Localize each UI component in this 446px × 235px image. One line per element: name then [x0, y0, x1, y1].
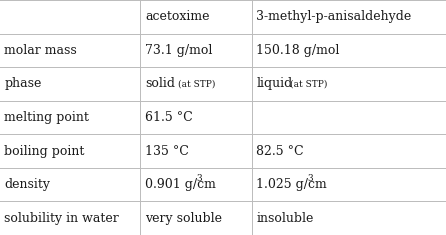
Text: (at STP): (at STP) — [290, 79, 327, 88]
Text: 3: 3 — [308, 174, 314, 183]
Text: molar mass: molar mass — [4, 44, 77, 57]
Text: 0.901 g/cm: 0.901 g/cm — [145, 178, 216, 191]
Text: 3: 3 — [196, 174, 202, 183]
Text: acetoxime: acetoxime — [145, 10, 210, 23]
Text: solubility in water: solubility in water — [4, 212, 119, 225]
Text: boiling point: boiling point — [4, 145, 85, 158]
Text: (at STP): (at STP) — [178, 79, 216, 88]
Text: phase: phase — [4, 77, 42, 90]
Text: 150.18 g/mol: 150.18 g/mol — [256, 44, 340, 57]
Text: 73.1 g/mol: 73.1 g/mol — [145, 44, 212, 57]
Text: 3-methyl-p-anisaldehyde: 3-methyl-p-anisaldehyde — [256, 10, 412, 23]
Text: density: density — [4, 178, 50, 191]
Text: solid: solid — [145, 77, 175, 90]
Text: liquid: liquid — [256, 77, 293, 90]
Text: insoluble: insoluble — [256, 212, 314, 225]
Text: 61.5 °C: 61.5 °C — [145, 111, 193, 124]
Text: very soluble: very soluble — [145, 212, 222, 225]
Text: melting point: melting point — [4, 111, 89, 124]
Text: 82.5 °C: 82.5 °C — [256, 145, 304, 158]
Text: 1.025 g/cm: 1.025 g/cm — [256, 178, 327, 191]
Text: 135 °C: 135 °C — [145, 145, 189, 158]
